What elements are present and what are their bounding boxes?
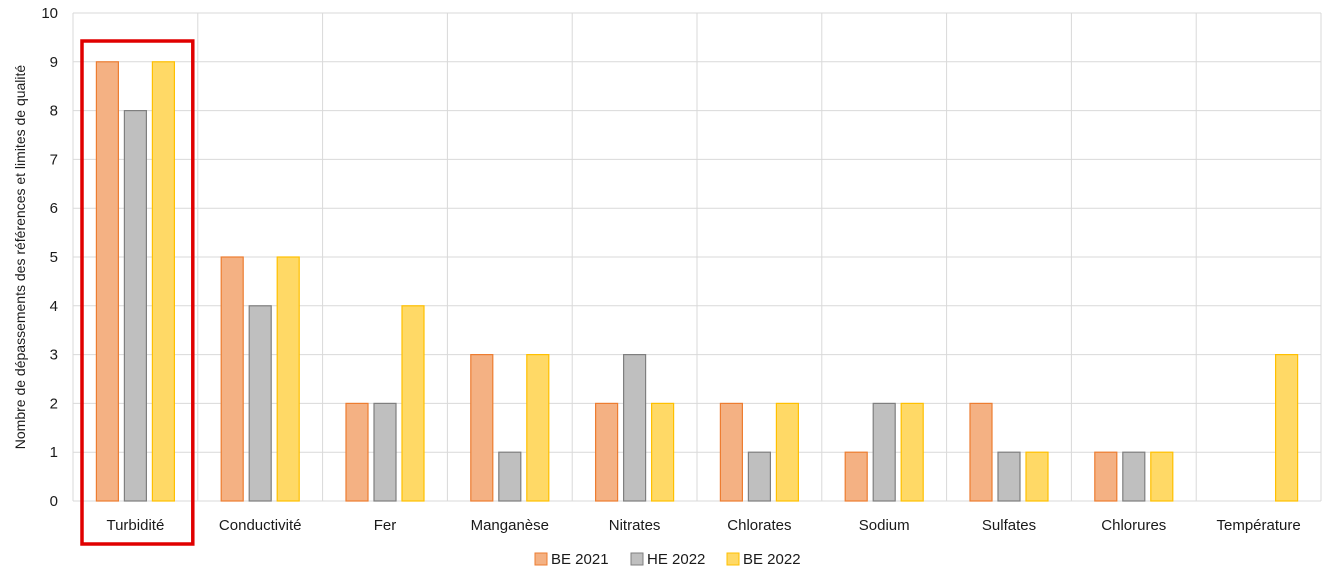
x-axis-categories: Turbidité Conductivité Fer Manganèse Nitrate… [106, 517, 1300, 534]
bar-be-2022-3 [526, 354, 550, 502]
bar-be-2021-3 [470, 354, 494, 502]
bar-be-2021-4 [594, 402, 619, 502]
legend-swatch [726, 552, 740, 566]
bar-be-2022-2 [401, 305, 425, 502]
bar-be-2022-9 [1274, 354, 1299, 502]
bar-be-2022-1 [276, 256, 300, 502]
y-tick-label: 4 [50, 298, 58, 315]
x-category-label: Sodium [859, 517, 910, 534]
bar-he-2022-4 [622, 354, 647, 502]
legend-label: HE 2022 [647, 551, 705, 568]
x-category-label: Turbidité [106, 517, 164, 534]
y-tick-label: 8 [50, 103, 58, 120]
bar-be-2021-6 [844, 451, 868, 502]
bar-be-2022-5 [775, 402, 800, 502]
bar-he-2022-8 [1122, 451, 1146, 502]
bar-he-2022-2 [373, 402, 397, 502]
bar-he-2022-0 [123, 109, 148, 502]
x-category-label: Nitrates [609, 517, 661, 534]
bar-be-2021-5 [719, 402, 744, 502]
x-category-label: Sulfates [982, 517, 1036, 534]
legend-swatch [534, 552, 548, 566]
y-axis-label: Nombre de dépassements des références et… [12, 65, 28, 450]
highlight-box [80, 39, 195, 546]
bar-be-2022-8 [1150, 451, 1174, 502]
y-tick-label: 0 [50, 493, 58, 510]
bar-be-2021-7 [969, 402, 993, 502]
bar-be-2022-0 [151, 61, 175, 502]
legend-label: BE 2022 [743, 551, 801, 568]
x-category-label: Conductivité [219, 517, 302, 534]
bar-be-2022-6 [900, 402, 924, 502]
y-tick-label: 7 [50, 151, 58, 168]
x-category-label: Fer [374, 517, 397, 534]
bar-he-2022-1 [248, 305, 272, 502]
bars [95, 61, 1299, 502]
bar-he-2022-6 [872, 402, 896, 502]
y-tick-label: 2 [50, 395, 58, 412]
x-category-label: Chlorates [727, 517, 791, 534]
bar-he-2022-3 [498, 451, 522, 502]
y-tick-label: 6 [50, 200, 58, 217]
bar-be-2021-8 [1094, 451, 1118, 502]
y-tick-label: 3 [50, 347, 58, 364]
bar-he-2022-7 [997, 451, 1021, 502]
legend: BE 2021 HE 2022 BE 2022 [534, 551, 801, 568]
bar-be-2022-4 [650, 402, 675, 502]
x-category-label: Chlorures [1101, 517, 1166, 534]
legend-swatch [630, 552, 644, 566]
bar-he-2022-5 [747, 451, 772, 502]
bar-be-2021-0 [95, 61, 120, 502]
bar-be-2022-7 [1025, 451, 1049, 502]
y-tick-label: 10 [41, 5, 58, 22]
y-tick-label: 5 [50, 249, 58, 266]
x-category-label: Température [1216, 517, 1300, 534]
x-category-label: Manganèse [471, 517, 549, 534]
y-axis-ticks: 0 1 2 3 4 5 6 7 8 9 10 [41, 5, 58, 510]
bar-be-2021-2 [345, 402, 369, 502]
y-tick-label: 9 [50, 54, 58, 71]
bar-be-2021-1 [220, 256, 244, 502]
y-tick-label: 1 [50, 444, 58, 461]
legend-label: BE 2021 [551, 551, 609, 568]
